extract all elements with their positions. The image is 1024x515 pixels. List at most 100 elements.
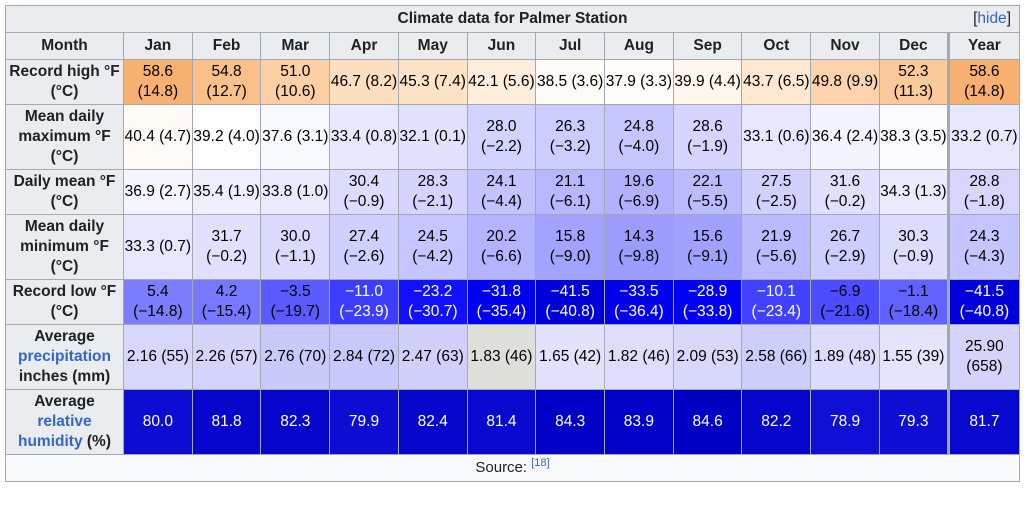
table-cell: 2.84 (72) (329, 324, 399, 390)
table-cell: 79.9 (329, 389, 399, 455)
row-label-link[interactable]: relative humidity (17, 413, 92, 450)
avg-humidity-row: Average relative humidity (%) 80.0 81.8 82.… (5, 389, 1021, 455)
row-label-text: Daily mean °F (°C) (13, 173, 116, 210)
table-cell: 22.1 (−5.5) (672, 169, 743, 215)
table-cell: 33.1 (0.6) (741, 104, 812, 170)
row-label-link[interactable]: precipitation (17, 348, 111, 365)
table-cell: 78.9 (810, 389, 880, 455)
header-mar: Mar (260, 32, 331, 60)
table-cell: 45.3 (7.4) (397, 59, 468, 105)
table-cell: 15.6 (−9.1) (672, 214, 743, 280)
header-row: Month Jan Feb Mar Apr May Jun Jul Aug Sep Oct Nov De… (5, 32, 1021, 60)
table-cell: 28.6 (−1.9) (672, 104, 743, 170)
table-cell: 82.4 (397, 389, 468, 455)
table-cell: 80.0 (123, 389, 193, 455)
table-cell: 1.89 (48) (810, 324, 880, 390)
table-cell: 58.6 (14.8) (946, 59, 1021, 105)
header-apr: Apr (329, 32, 399, 60)
header-jul: Jul (535, 32, 606, 60)
header-month: Month (5, 32, 124, 60)
table-cell: 38.5 (3.6) (535, 59, 606, 105)
row-label: Average precipitation inches (mm) (5, 324, 124, 390)
table-cell: 81.8 (191, 389, 262, 455)
table-cell: 38.3 (3.5) (878, 104, 949, 170)
table-cell: 31.7 (−0.2) (191, 214, 262, 280)
hide-link[interactable]: hide (977, 10, 1007, 27)
table-cell: 31.6 (−0.2) (810, 169, 880, 215)
table-cell: 84.3 (535, 389, 606, 455)
mean-daily-min-row: Mean daily minimum °F (°C) 33.3 (0.7) 31.7… (5, 214, 1021, 280)
row-label-text: inches (mm) (18, 368, 111, 385)
table-cell: −1.1 (−18.4) (878, 279, 949, 325)
table-cell: −31.8 (−35.4) (466, 279, 537, 325)
table-cell: −11.0 (−23.9) (329, 279, 399, 325)
table-cell: 26.7 (−2.9) (810, 214, 880, 280)
source-label: Source: (475, 459, 528, 476)
table-cell: 32.1 (0.1) (397, 104, 468, 170)
table-cell: 1.55 (39) (878, 324, 949, 390)
climate-table: Climate data for Palmer Station [hide] M… (5, 5, 1021, 482)
table-cell: 81.4 (466, 389, 537, 455)
header-may: May (397, 32, 468, 60)
source-row: Source: [18] (5, 454, 1020, 482)
table-cell: 2.26 (57) (191, 324, 262, 390)
table-cell: 2.76 (70) (260, 324, 331, 390)
row-label: Mean daily minimum °F (°C) (5, 214, 124, 280)
table-cell: 43.7 (6.5) (741, 59, 812, 105)
header-oct: Oct (741, 32, 812, 60)
caption-title: Climate data for Palmer Station (397, 10, 628, 27)
table-cell: 52.3 (11.3) (878, 59, 949, 105)
table-cell: 34.3 (1.3) (878, 169, 949, 215)
table-cell: 83.9 (604, 389, 674, 455)
table-cell: −3.5 (−19.7) (260, 279, 331, 325)
table-cell: 82.2 (741, 389, 812, 455)
table-cell: −33.5 (−36.4) (604, 279, 674, 325)
table-cell: 84.6 (672, 389, 743, 455)
row-label-text: Mean daily minimum °F (°C) (20, 218, 109, 275)
table-cell: 21.9 (−5.6) (741, 214, 812, 280)
row-label-text: Record low °F (°C) (12, 283, 117, 320)
table-cell: 14.3 (−9.8) (604, 214, 674, 280)
table-cell: 2.58 (66) (741, 324, 812, 390)
header-aug: Aug (604, 32, 674, 60)
table-cell: 39.2 (4.0) (191, 104, 262, 170)
table-cell: 28.3 (−2.1) (397, 169, 468, 215)
header-jun: Jun (466, 32, 537, 60)
header-dec: Dec (878, 32, 949, 60)
avg-precipitation-row: Average precipitation inches (mm) 2.16 (5… (5, 324, 1021, 390)
table-cell: 2.47 (63) (397, 324, 468, 390)
table-cell: 2.16 (55) (123, 324, 193, 390)
table-cell: 30.4 (−0.9) (329, 169, 399, 215)
table-cell: −41.5 (−40.8) (946, 279, 1021, 325)
table-cell: 1.83 (46) (466, 324, 537, 390)
row-label-text: Mean daily maximum °F (°C) (18, 108, 111, 165)
table-cell: −6.9 (−21.6) (810, 279, 880, 325)
table-cell: 49.8 (9.9) (810, 59, 880, 105)
row-label: Record high °F (°C) (5, 59, 124, 105)
table-cell: 1.65 (42) (535, 324, 606, 390)
table-cell: 21.1 (−6.1) (535, 169, 606, 215)
table-cell: 4.2 (−15.4) (191, 279, 262, 325)
table-cell: 42.1 (5.6) (466, 59, 537, 105)
table-cell: 37.9 (3.3) (604, 59, 674, 105)
source-cell: Source: [18] (5, 454, 1020, 482)
table-cell: 39.9 (4.4) (672, 59, 743, 105)
table-cell: 15.8 (−9.0) (535, 214, 606, 280)
table-caption: Climate data for Palmer Station [hide] (5, 5, 1020, 33)
table-cell: 20.2 (−6.6) (466, 214, 537, 280)
table-cell: 36.4 (2.4) (810, 104, 880, 170)
header-feb: Feb (191, 32, 262, 60)
table-cell: 82.3 (260, 389, 331, 455)
header-nov: Nov (810, 32, 880, 60)
header-sep: Sep (672, 32, 743, 60)
row-label: Record low °F (°C) (5, 279, 124, 325)
source-reference-link[interactable]: [18] (531, 457, 550, 469)
row-label: Mean daily maximum °F (°C) (5, 104, 124, 170)
hide-toggle[interactable]: [hide] (973, 10, 1011, 27)
table-cell: 35.4 (1.9) (191, 169, 262, 215)
source-reference: [18] (531, 457, 549, 469)
table-cell: 51.0 (10.6) (260, 59, 331, 105)
header-year: Year (946, 32, 1021, 60)
table-cell: 54.8 (12.7) (191, 59, 262, 105)
table-cell: 19.6 (−6.9) (604, 169, 674, 215)
